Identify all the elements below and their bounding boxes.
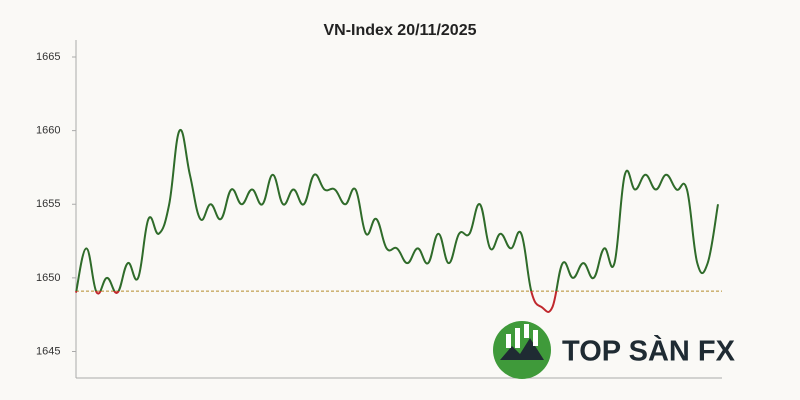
y-tick-label: 1660: [36, 125, 60, 137]
line: [75, 129, 719, 313]
y-tick-label: 1645: [36, 345, 60, 357]
y-tick-label: 1655: [36, 198, 60, 210]
logo-bar: [524, 324, 529, 338]
logo-bar: [506, 334, 511, 348]
y-tick-label: 1650: [36, 272, 60, 284]
watermark: TOP SÀN FX: [493, 321, 736, 379]
logo-bar: [515, 328, 520, 348]
watermark-text: TOP SÀN FX: [562, 334, 736, 368]
logo-circle: [493, 321, 551, 379]
y-tick-label: 1665: [36, 51, 60, 63]
logo-bar: [533, 330, 538, 346]
chart-title: VN-Index 20/11/2025: [324, 22, 477, 39]
